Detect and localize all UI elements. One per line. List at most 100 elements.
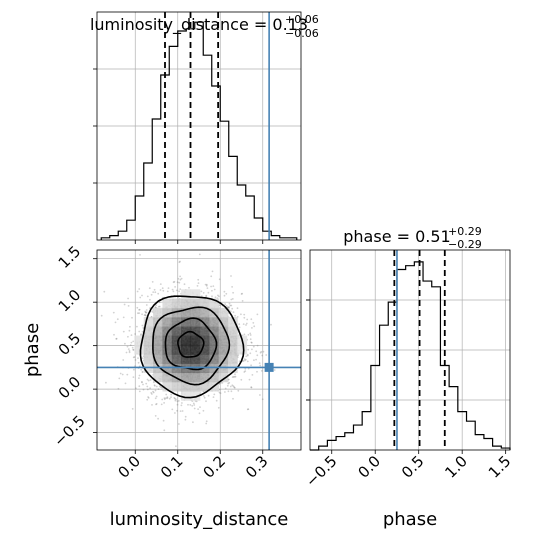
sample-point (114, 321, 117, 324)
density-cell (181, 344, 191, 355)
sample-point (230, 390, 233, 393)
sample-point (218, 295, 220, 298)
sample-point (138, 330, 141, 333)
sample-point (176, 281, 179, 284)
sample-point (203, 396, 206, 399)
sample-point (127, 305, 130, 307)
sample-point (210, 275, 213, 278)
sample-point (226, 384, 229, 387)
density-cell (171, 307, 182, 318)
sample-point (189, 404, 192, 406)
density-cell (190, 354, 201, 364)
sample-point (149, 387, 152, 390)
sample-point (145, 311, 148, 314)
sample-point (119, 372, 122, 375)
sample-point (145, 311, 147, 314)
sample-point (200, 295, 203, 298)
density-cell (209, 335, 220, 346)
density-cell (181, 317, 191, 327)
density-contour (177, 330, 205, 358)
sample-point (157, 292, 160, 295)
sample-point (132, 376, 135, 378)
sample-point (234, 375, 237, 378)
sample-point (231, 384, 234, 387)
sample-point (248, 378, 251, 381)
sample-point (155, 395, 158, 398)
sample-point (170, 396, 172, 399)
density-cell (153, 335, 163, 346)
sample-point (246, 408, 249, 411)
sample-point (242, 360, 245, 362)
sample-point (250, 386, 253, 389)
sample-point (179, 260, 181, 263)
sample-point (259, 394, 261, 396)
sample-point (152, 390, 154, 393)
sample-point (158, 301, 161, 304)
sample-point (157, 388, 160, 390)
density-cell (171, 298, 182, 309)
sample-point (221, 382, 224, 384)
sample-point (259, 364, 262, 367)
sample-point (150, 392, 153, 394)
sample-point (234, 314, 237, 317)
density-cell (199, 298, 210, 309)
sample-point (256, 313, 259, 316)
sample-point (148, 287, 151, 290)
density-cell (181, 326, 191, 337)
sample-point (215, 399, 218, 402)
sample-point (200, 290, 203, 293)
sample-point (250, 364, 253, 367)
sample-point (153, 288, 156, 291)
sample-point (141, 324, 144, 327)
sample-point (234, 373, 236, 376)
sample-point (214, 296, 217, 299)
sample-point (258, 362, 261, 364)
sample-point (133, 368, 135, 371)
sample-point (166, 396, 169, 399)
density-cell (181, 335, 191, 346)
sample-point (138, 377, 140, 379)
sample-point (224, 391, 226, 393)
sample-point (256, 370, 258, 373)
sample-point (184, 418, 187, 421)
sample-point (251, 348, 253, 351)
sample-point (132, 349, 135, 351)
sample-point (225, 305, 228, 307)
sample-point (243, 333, 246, 336)
density-cell (190, 372, 201, 383)
density-cell (190, 381, 201, 392)
sample-point (130, 341, 133, 344)
x-tick-label: −0.5 (302, 452, 340, 490)
density-cell (171, 317, 182, 327)
sample-point (153, 384, 156, 386)
sample-point (118, 377, 121, 380)
sample-point (196, 285, 199, 287)
density-cell (218, 335, 229, 346)
sample-point (129, 325, 131, 328)
sample-point (249, 338, 252, 341)
sample-point (179, 410, 182, 412)
density-cell (199, 372, 210, 383)
sample-point (261, 398, 264, 401)
sample-point (231, 286, 234, 288)
sample-point (142, 388, 145, 391)
density-cell (171, 354, 182, 364)
sample-point (203, 395, 205, 397)
sample-point (154, 397, 157, 400)
sample-point (112, 311, 115, 314)
density-cell (190, 307, 201, 318)
sample-point (155, 304, 158, 307)
sample-point (187, 403, 189, 406)
density-cell (171, 326, 182, 337)
density-cell (199, 354, 210, 364)
density-cell (181, 372, 191, 383)
sample-point (243, 371, 246, 373)
sample-point (265, 354, 268, 356)
sample-point (210, 285, 213, 288)
sample-point (219, 304, 221, 307)
phase-title: phase = 0.51 (343, 227, 450, 246)
sample-point (249, 332, 252, 335)
sample-point (229, 310, 232, 313)
x-axis-label-luminosity-distance: luminosity_distance (110, 509, 289, 530)
